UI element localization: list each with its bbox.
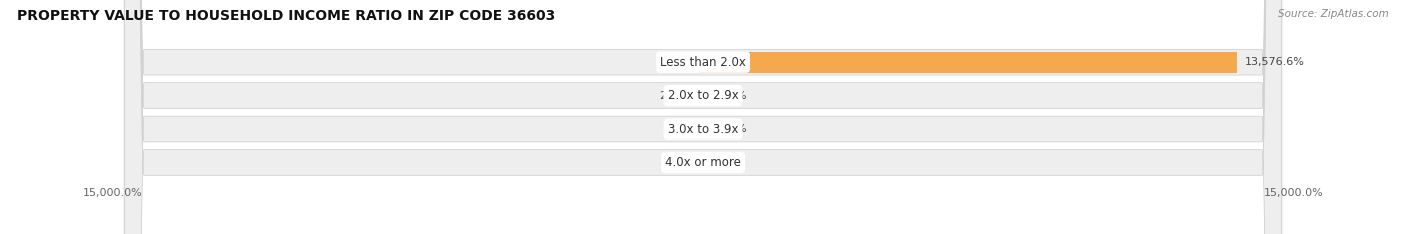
Text: 37.8%: 37.8% [711, 91, 747, 101]
Text: 29.9%: 29.9% [711, 124, 747, 134]
FancyBboxPatch shape [124, 0, 1282, 234]
Text: 4.0x or more: 4.0x or more [665, 156, 741, 169]
Text: PROPERTY VALUE TO HOUSEHOLD INCOME RATIO IN ZIP CODE 36603: PROPERTY VALUE TO HOUSEHOLD INCOME RATIO… [17, 9, 555, 23]
Bar [702, 52, 703, 73]
Text: 28.3%: 28.3% [659, 91, 695, 101]
Text: 3.0x to 3.9x: 3.0x to 3.9x [668, 123, 738, 135]
Text: Less than 2.0x: Less than 2.0x [659, 56, 747, 69]
Bar [703, 52, 1237, 73]
FancyBboxPatch shape [124, 0, 1282, 234]
Text: 25.8%: 25.8% [659, 157, 695, 168]
Text: 41.3%: 41.3% [659, 57, 695, 67]
Text: 13,576.6%: 13,576.6% [1244, 57, 1305, 67]
Text: 2.0x to 2.9x: 2.0x to 2.9x [668, 89, 738, 102]
Text: 4.5%: 4.5% [668, 124, 696, 134]
Bar [703, 85, 704, 106]
FancyBboxPatch shape [124, 0, 1282, 234]
Text: Source: ZipAtlas.com: Source: ZipAtlas.com [1278, 9, 1389, 19]
Text: 6.9%: 6.9% [710, 157, 738, 168]
FancyBboxPatch shape [124, 0, 1282, 234]
